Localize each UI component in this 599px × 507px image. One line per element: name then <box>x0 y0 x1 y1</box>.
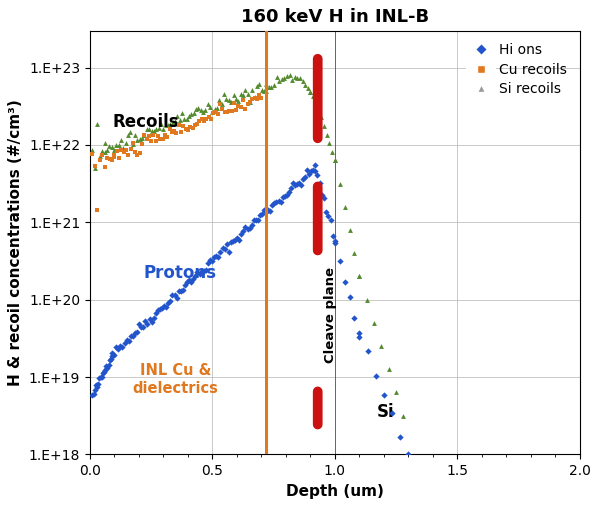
Title: 160 keV H in INL-B: 160 keV H in INL-B <box>241 8 429 26</box>
Text: Recoils: Recoils <box>112 113 179 131</box>
Text: Cleave plane: Cleave plane <box>324 267 337 363</box>
Text: Protons: Protons <box>144 264 217 281</box>
Text: INL Cu &
dielectrics: INL Cu & dielectrics <box>133 363 219 396</box>
Text: Si: Si <box>377 403 394 421</box>
Legend: Hi ons, Cu recoils, Si recoils: Hi ons, Cu recoils, Si recoils <box>462 38 573 102</box>
Y-axis label: H & recoil concentrations (#/cm³): H & recoil concentrations (#/cm³) <box>8 99 23 386</box>
X-axis label: Depth (um): Depth (um) <box>286 484 384 499</box>
